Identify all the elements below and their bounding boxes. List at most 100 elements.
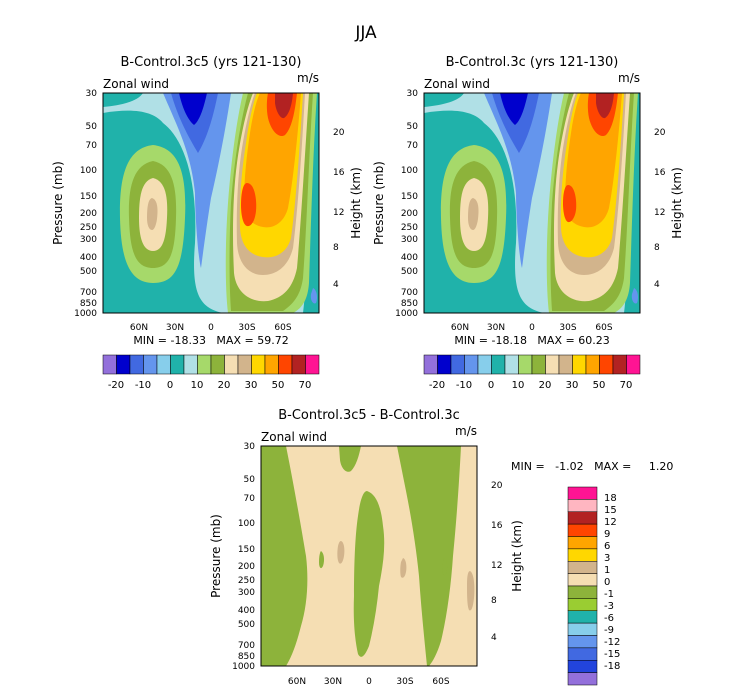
panel-b-ylabel: Pressure (mb) bbox=[372, 161, 386, 245]
panel-b-title: B-Control.3c (yrs 121-130) bbox=[446, 55, 619, 70]
contour-fill-blue bbox=[179, 93, 207, 125]
contour-fill-green-top bbox=[339, 446, 361, 472]
height-tick-4: 4 bbox=[333, 280, 339, 290]
pressure-tick-400: 400 bbox=[401, 253, 418, 263]
pressure-tick-250: 250 bbox=[238, 576, 255, 586]
colorbar-swatch bbox=[251, 354, 266, 375]
pressure-tick-300: 300 bbox=[80, 235, 97, 245]
pressure-tick-100: 100 bbox=[238, 519, 255, 529]
colorbar-swatch bbox=[567, 635, 598, 649]
pressure-tick-30: 30 bbox=[244, 442, 256, 452]
cbar-label-20: 20 bbox=[218, 380, 231, 391]
cbar-label-neg9: -9 bbox=[604, 625, 614, 636]
cbar-label-neg10: -10 bbox=[456, 380, 472, 391]
height-tick-16: 16 bbox=[333, 168, 345, 178]
lat-tick-0: 0 bbox=[529, 323, 535, 333]
colorbar-swatch bbox=[129, 354, 144, 375]
pressure-tick-70: 70 bbox=[86, 141, 98, 151]
contour-fill-green-left bbox=[261, 446, 308, 666]
cbar-label-50: 50 bbox=[272, 380, 285, 391]
pressure-tick-50: 50 bbox=[407, 122, 419, 132]
contour-fill-green-center bbox=[353, 491, 385, 657]
cbar-label-12: 12 bbox=[604, 517, 617, 528]
colorbar-swatch bbox=[291, 354, 306, 375]
colorbar-swatch bbox=[477, 354, 492, 375]
colorbar-swatch bbox=[183, 354, 198, 375]
pressure-tick-850: 850 bbox=[80, 299, 97, 309]
height-tick-16: 16 bbox=[654, 168, 666, 178]
cbar-label-10: 10 bbox=[191, 380, 204, 391]
lat-tick-60n: 60N bbox=[130, 323, 148, 333]
colorbar-swatch bbox=[278, 354, 293, 375]
height-tick-12: 12 bbox=[491, 561, 502, 571]
cbar-label-0: 0 bbox=[488, 380, 494, 391]
contour-fill-firebrick bbox=[275, 93, 293, 119]
pressure-tick-150: 150 bbox=[401, 192, 418, 202]
contour-fill-firebrick bbox=[596, 93, 614, 119]
panel-b: B-Control.3c (yrs 121-130) Zonal wind m/… bbox=[372, 55, 684, 391]
contour-fill-red-core bbox=[241, 183, 257, 227]
contour-fill-tan-blob-3 bbox=[467, 571, 475, 611]
cbar-label-1: 1 bbox=[604, 565, 610, 576]
lat-tick-60s: 60S bbox=[432, 677, 449, 687]
pressure-tick-300: 300 bbox=[401, 235, 418, 245]
panel-c-pressure-ticks: 30 50 70 100 150 200 250 300 400 500 700… bbox=[232, 442, 255, 672]
height-tick-4: 4 bbox=[491, 633, 497, 643]
panel-c-field-label: Zonal wind bbox=[261, 430, 327, 444]
panel-a-lat-ticks: 60N 30N 0 30S 60S bbox=[130, 323, 292, 333]
height-tick-8: 8 bbox=[654, 243, 660, 253]
lat-tick-60n: 60N bbox=[451, 323, 469, 333]
cbar-label-neg6: -6 bbox=[604, 613, 614, 624]
contour-fill-red-core bbox=[563, 185, 577, 223]
pressure-tick-500: 500 bbox=[238, 620, 255, 630]
pressure-tick-700: 700 bbox=[80, 288, 97, 298]
pressure-tick-400: 400 bbox=[238, 606, 255, 616]
height-tick-12: 12 bbox=[654, 208, 665, 218]
lat-tick-30n: 30N bbox=[166, 323, 184, 333]
lat-tick-30s: 30S bbox=[238, 323, 255, 333]
colorbar-swatch bbox=[518, 354, 533, 375]
pressure-tick-100: 100 bbox=[80, 166, 97, 176]
colorbar-swatch bbox=[567, 536, 598, 550]
lat-tick-30s: 30S bbox=[559, 323, 576, 333]
panel-c-min-max: MIN = -1.02 MAX = 1.20 bbox=[511, 460, 673, 473]
pressure-tick-300: 300 bbox=[238, 588, 255, 598]
panel-c-ylabel: Pressure (mb) bbox=[209, 514, 223, 598]
pressure-tick-150: 150 bbox=[80, 192, 97, 202]
panel-a-contours bbox=[103, 93, 319, 313]
pressure-tick-1000: 1000 bbox=[395, 309, 418, 319]
pressure-tick-1000: 1000 bbox=[74, 309, 97, 319]
colorbar-swatch bbox=[504, 354, 519, 375]
panel-b-field-label: Zonal wind bbox=[424, 77, 490, 91]
lat-tick-60s: 60S bbox=[595, 323, 612, 333]
contour-fill-teal-topright bbox=[424, 93, 464, 107]
colorbar-swatch bbox=[612, 354, 627, 375]
height-tick-16: 16 bbox=[491, 521, 503, 531]
pressure-tick-100: 100 bbox=[401, 166, 418, 176]
panel-b-pressure-ticks: 30 50 70 100 150 200 250 300 400 500 700… bbox=[395, 89, 418, 319]
lat-tick-30s: 30S bbox=[396, 677, 413, 687]
colorbar-swatch bbox=[567, 610, 598, 624]
panel-a-height-ticks: 20 16 12 8 4 bbox=[333, 128, 345, 290]
height-tick-20: 20 bbox=[333, 128, 345, 138]
contour-fill-tan-blob-1 bbox=[337, 541, 345, 564]
colorbar-swatch bbox=[464, 354, 479, 375]
colorbar-swatch bbox=[567, 660, 598, 673]
pressure-tick-400: 400 bbox=[80, 253, 97, 263]
lat-tick-30n: 30N bbox=[487, 323, 505, 333]
panel-a-colorbar bbox=[102, 354, 320, 375]
colorbar-swatch bbox=[585, 354, 600, 375]
pressure-tick-150: 150 bbox=[238, 545, 255, 555]
colorbar-swatch bbox=[531, 354, 546, 375]
cbar-label-3: 3 bbox=[604, 553, 610, 564]
pressure-tick-850: 850 bbox=[238, 652, 255, 662]
height-tick-4: 4 bbox=[654, 280, 660, 290]
colorbar-swatch bbox=[116, 354, 131, 375]
panel-b-min-max: MIN = -18.18 MAX = 60.23 bbox=[454, 334, 609, 347]
lat-tick-60n: 60N bbox=[288, 677, 306, 687]
contour-fill-blue bbox=[500, 93, 528, 125]
contour-fill-teal-topright bbox=[103, 93, 143, 107]
pressure-tick-850: 850 bbox=[401, 299, 418, 309]
pressure-tick-200: 200 bbox=[401, 209, 418, 219]
cbar-label-neg15: -15 bbox=[604, 649, 620, 660]
